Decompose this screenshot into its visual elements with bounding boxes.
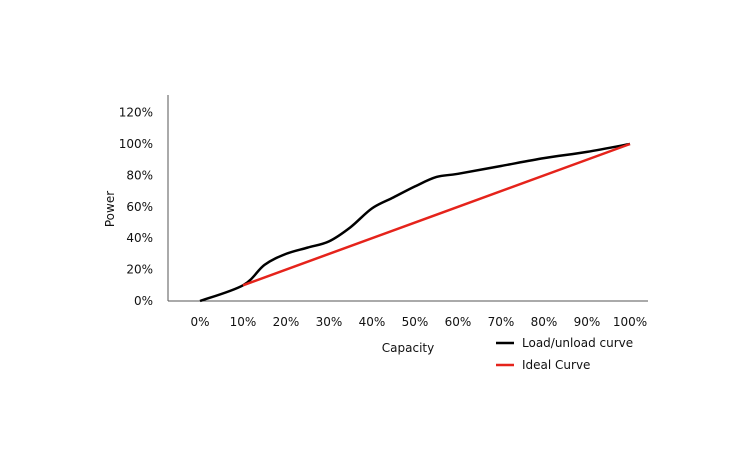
legend-label-load: Load/unload curve <box>522 336 633 350</box>
x-tick-label: 10% <box>230 315 257 329</box>
y-tick-label: 100% <box>119 137 153 151</box>
y-tick-label: 60% <box>126 200 153 214</box>
series-line-load-unload <box>199 142 631 303</box>
y-tick-label: 40% <box>126 231 153 245</box>
x-tick-label: 20% <box>273 315 300 329</box>
y-tick-label: 120% <box>119 106 153 120</box>
series-line-ideal <box>242 142 631 287</box>
x-tick-label: 30% <box>316 315 343 329</box>
x-axis-label: Capacity <box>382 341 434 355</box>
legend-label-ideal: Ideal Curve <box>522 358 590 372</box>
y-axis-label: Power <box>103 191 117 227</box>
x-tick-label: 60% <box>445 315 472 329</box>
y-tick-label: 0% <box>134 294 153 308</box>
x-tick-label: 50% <box>402 315 429 329</box>
x-tick-label: 40% <box>359 315 386 329</box>
x-tick-label: 100% <box>613 315 647 329</box>
y-tick-label: 80% <box>126 168 153 182</box>
x-tick-label: 90% <box>574 315 601 329</box>
legend: Load/unload curve Ideal Curve <box>496 336 633 372</box>
x-tick-label: 0% <box>190 315 209 329</box>
x-tick-label: 70% <box>488 315 515 329</box>
y-tick-label: 20% <box>126 263 153 277</box>
x-tick-label: 80% <box>531 315 558 329</box>
